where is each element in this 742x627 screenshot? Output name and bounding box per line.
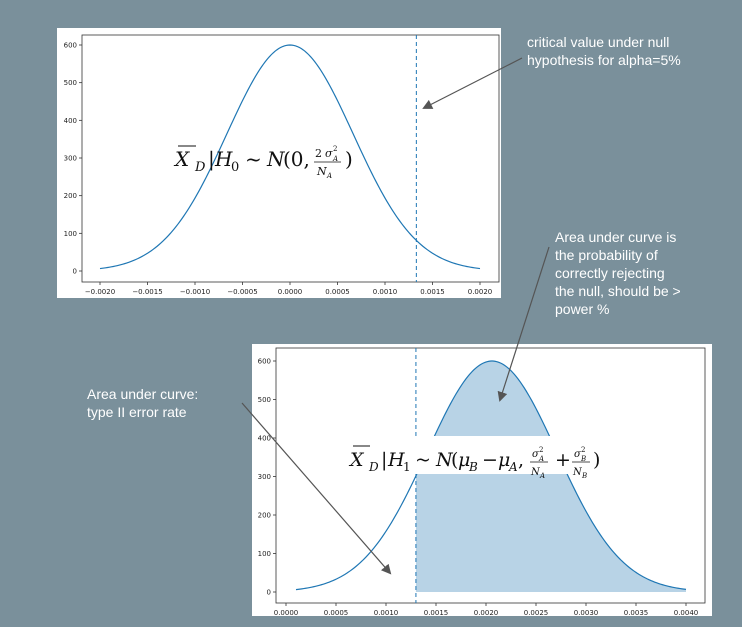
y-tick-label: 400	[64, 117, 77, 125]
svg-text:): )	[593, 449, 600, 471]
annotation-line: the null, should be >	[555, 283, 681, 299]
x-tick-label: 0.0025	[524, 609, 549, 617]
x-tick-label: 0.0035	[624, 609, 649, 617]
svg-text:|: |	[381, 449, 387, 471]
x-tick-label: −0.0020	[85, 288, 115, 296]
svg-text:(: (	[451, 449, 458, 471]
y-tick-label: 500	[64, 79, 77, 87]
critical-value-annotation: critical value under null hypothesis for…	[527, 33, 727, 69]
svg-text:−: −	[482, 449, 498, 471]
y-tick-label: 0	[267, 589, 271, 597]
svg-text:A: A	[332, 155, 338, 163]
annotation-line: type II error rate	[87, 404, 187, 420]
svg-text:A: A	[326, 172, 332, 180]
null-distribution-plot: 0 100 200 300 400 500 600 −0.0020 −0.0015 −0.001…	[64, 34, 500, 296]
svg-text:H: H	[214, 147, 233, 171]
x-tick-label: 0.0040	[674, 609, 699, 617]
y-tick-label: 200	[258, 512, 271, 520]
x-tick-label: −0.0010	[180, 288, 210, 296]
x-tick-label: 0.0005	[325, 288, 350, 296]
svg-text:B: B	[580, 455, 586, 463]
svg-text:|: |	[208, 147, 215, 172]
svg-text:,: ,	[518, 449, 524, 471]
annotation-line: hypothesis for alpha=5%	[527, 52, 681, 68]
plot-frame	[81, 34, 500, 283]
svg-text:): )	[345, 147, 353, 171]
alternative-distribution-chart: 0 100 200 300 400 500 600 0.0000 0.0005 0.0010 0.…	[252, 344, 712, 617]
annotation-line: critical value under null	[527, 34, 670, 50]
svg-text:A: A	[508, 460, 518, 474]
x-tick-label: 0.0010	[373, 288, 398, 296]
svg-text:N: N	[530, 467, 541, 478]
null-formula: X D | H 0 ~ N (0, 2 σ 2 A N A )	[173, 145, 353, 180]
svg-text:2: 2	[333, 145, 337, 153]
null-distribution-chart: 0 100 200 300 400 500 600 −0.0020 −0.0015 −0.001…	[57, 28, 501, 298]
svg-text:N: N	[266, 147, 286, 171]
y-tick-label: 100	[64, 230, 77, 238]
svg-text:~: ~	[415, 449, 431, 471]
y-tick-label: 300	[258, 473, 271, 481]
x-tick-label: −0.0015	[132, 288, 162, 296]
alternative-distribution-plot: 0 100 200 300 400 500 600 0.0000 0.0005 0.0010 0.…	[258, 347, 706, 617]
svg-text:N: N	[316, 165, 327, 178]
svg-text:N: N	[572, 467, 583, 478]
svg-text:X: X	[348, 449, 365, 471]
y-tick-label: 0	[73, 268, 77, 276]
y-tick-label: 600	[258, 358, 271, 366]
svg-text:μ: μ	[458, 449, 470, 471]
svg-text:2: 2	[581, 446, 585, 454]
power-shaded-area	[415, 361, 686, 592]
svg-text:1: 1	[403, 460, 411, 474]
x-tick-label: −0.0005	[227, 288, 257, 296]
y-tick-label: 400	[258, 435, 271, 443]
svg-text:D: D	[368, 460, 379, 474]
y-tick-label: 500	[258, 396, 271, 404]
x-tick-label: 0.0010	[374, 609, 399, 617]
svg-text:B: B	[468, 460, 478, 474]
x-tick-label: 0.0015	[420, 288, 445, 296]
svg-text:A: A	[538, 455, 544, 463]
annotation-line: the probability of	[555, 247, 658, 263]
svg-text:σ: σ	[574, 449, 582, 460]
x-tick-label: 0.0005	[324, 609, 349, 617]
x-tick-label: 0.0000	[274, 609, 299, 617]
x-tick-label: 0.0030	[574, 609, 599, 617]
svg-text:μ: μ	[498, 449, 510, 471]
svg-text:σ: σ	[532, 449, 540, 460]
type2-error-annotation: Area under curve: type II error rate	[87, 385, 257, 421]
svg-text:A: A	[539, 472, 545, 480]
annotation-line: Area under curve is	[555, 229, 677, 245]
svg-text:0: 0	[231, 160, 239, 175]
y-tick-label: 100	[258, 550, 271, 558]
svg-text:~: ~	[245, 147, 262, 171]
formula-background	[410, 436, 655, 474]
y-tick-label: 300	[64, 155, 77, 163]
x-tick-label: 0.0020	[474, 609, 499, 617]
svg-text:N: N	[435, 449, 454, 471]
svg-text:+: +	[555, 449, 571, 471]
y-tick-label: 200	[64, 192, 77, 200]
svg-text:2: 2	[539, 446, 543, 454]
svg-text:σ: σ	[325, 147, 333, 160]
x-tick-label: 0.0020	[468, 288, 493, 296]
svg-text:H: H	[387, 449, 405, 471]
x-tick-label: 0.0000	[278, 288, 303, 296]
svg-text:X: X	[173, 147, 190, 171]
svg-text:D: D	[194, 160, 206, 175]
y-tick-label: 600	[64, 42, 77, 50]
annotation-line: power %	[555, 301, 610, 317]
annotation-line: Area under curve:	[87, 386, 199, 402]
annotation-line: correctly rejecting	[555, 265, 665, 281]
x-tick-label: 0.0015	[424, 609, 449, 617]
svg-text:(0,: (0,	[283, 147, 310, 171]
svg-text:2: 2	[315, 147, 322, 160]
svg-text:B: B	[581, 472, 587, 480]
power-area-annotation: Area under curve is the probability of c…	[555, 228, 735, 318]
